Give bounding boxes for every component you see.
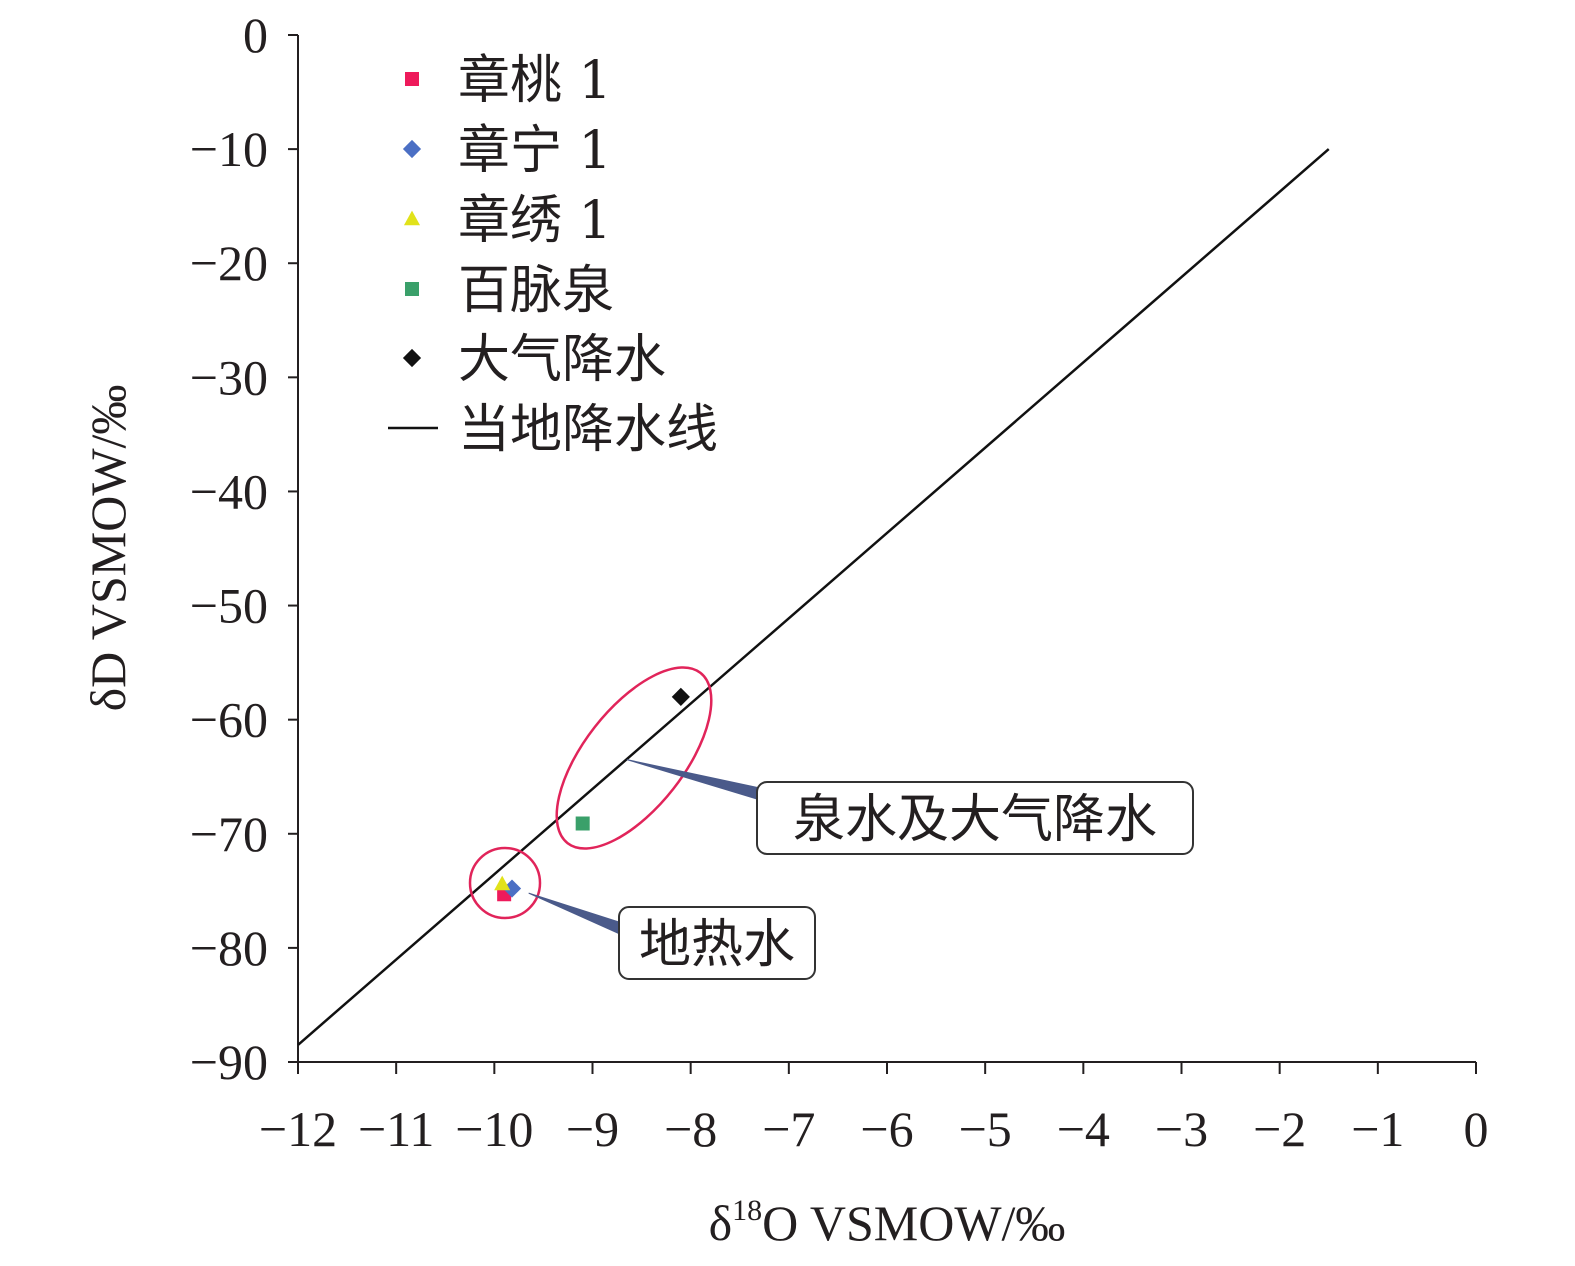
- legend-label-1: 章桃 1: [458, 51, 612, 111]
- data-points: [494, 687, 690, 902]
- axes: [297, 35, 1476, 1063]
- legend-label-3: 章绣 1: [458, 191, 612, 251]
- geothermal-callout-label: 地热水: [639, 915, 795, 975]
- y-tick-label: −40: [190, 463, 268, 519]
- x-tick-label: −5: [959, 1101, 1012, 1157]
- spring-callout-box: [756, 781, 1194, 855]
- axis-tick-labels: −12 −11 −10 −9 −8 −7 −6 −5 −4 −3 −2 −1 00−10−20−30−4…: [190, 7, 1489, 1157]
- y-tick-label: 0: [243, 7, 268, 63]
- geothermal-group-ellipse: [468, 846, 542, 920]
- x-tick-label: −6: [860, 1101, 913, 1157]
- y-tick-label: −20: [190, 235, 268, 291]
- x-axis-title-delta: δ: [709, 1195, 733, 1251]
- legend-label-4: 百脉泉: [458, 261, 614, 321]
- x-tick-label: −1: [1351, 1101, 1404, 1157]
- x-tick-label: −10: [455, 1101, 533, 1157]
- legend-marker-4: [405, 282, 419, 296]
- x-axis-title: δ18O VSMOW/‰: [709, 1194, 1066, 1251]
- data-point-4: [575, 816, 590, 831]
- data-point-3: [494, 875, 511, 891]
- y-tick-label: −90: [190, 1034, 268, 1090]
- legend-label-5: 大气降水: [458, 330, 666, 390]
- spring-callout-leader: [626, 759, 761, 801]
- legend-marker-1: [405, 72, 419, 86]
- legend-label-line: 当地降水线: [458, 400, 718, 460]
- spring-group-ellipse: [555, 666, 713, 850]
- y-tick-label: −60: [190, 692, 268, 748]
- x-tick-label: −4: [1057, 1101, 1110, 1157]
- x-tick-label: −11: [358, 1101, 434, 1157]
- legend-label-2: 章宁 1: [458, 121, 612, 181]
- x-tick-label: −3: [1155, 1101, 1208, 1157]
- x-tick-label: −7: [762, 1101, 815, 1157]
- spring-callout-label: 泉水及大气降水: [793, 790, 1157, 850]
- y-tick-label: −30: [190, 349, 268, 405]
- x-tick-label: 0: [1464, 1101, 1489, 1157]
- y-tick-label: −10: [190, 121, 268, 177]
- geothermal-callout-leader: [528, 892, 623, 936]
- y-axis-title: δD VSMOW/‰: [80, 385, 136, 712]
- x-axis-title-rest: O VSMOW/‰: [762, 1195, 1065, 1251]
- legend-marker-5: [402, 348, 422, 368]
- axis-ticks: [288, 34, 1477, 1074]
- x-tick-label: −9: [566, 1101, 619, 1157]
- data-point-5: [671, 687, 690, 706]
- local-meteoric-water-line: [297, 148, 1330, 1046]
- y-tick-label: −80: [190, 920, 268, 976]
- geothermal-callout-box: [618, 906, 816, 980]
- x-tick-label: −12: [259, 1101, 337, 1157]
- y-tick-label: −50: [190, 578, 268, 634]
- x-axis-title-superscript: 18: [732, 1194, 762, 1227]
- x-tick-label: −2: [1253, 1101, 1306, 1157]
- y-tick-label: −70: [190, 806, 268, 862]
- data-point-2: [502, 879, 522, 898]
- meteoric-water-line: [297, 148, 1330, 1046]
- legend-marker-3: [403, 210, 421, 226]
- x-tick-label: −8: [664, 1101, 717, 1157]
- legend-marker-2: [402, 139, 422, 159]
